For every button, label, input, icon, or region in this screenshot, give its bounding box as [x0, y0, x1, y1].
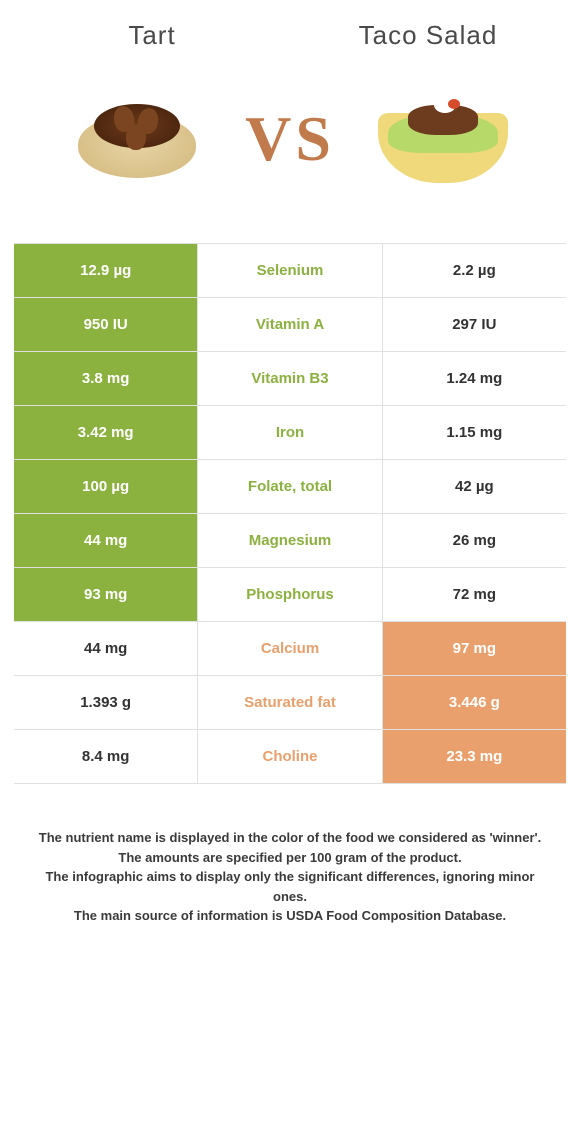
- right-value-cell: 26 mg: [383, 514, 566, 567]
- nutrient-label-cell: Choline: [198, 730, 382, 783]
- nutrient-label: Folate, total: [248, 478, 332, 495]
- right-value-cell: 1.15 mg: [383, 406, 566, 459]
- nutrient-label: Selenium: [257, 262, 324, 279]
- footer-line: The infographic aims to display only the…: [32, 867, 548, 906]
- vs-label: VS: [230, 102, 350, 176]
- right-value-cell: 72 mg: [383, 568, 566, 621]
- nutrient-label-cell: Phosphorus: [198, 568, 382, 621]
- nutrient-table: 12.9 µg Selenium 2.2 µg 950 IU Vitamin A 297 …: [14, 243, 566, 784]
- footer-line: The amounts are specified per 100 gram o…: [32, 848, 548, 868]
- left-value-cell: 44 mg: [14, 622, 198, 675]
- left-value-cell: 8.4 mg: [14, 730, 198, 783]
- nutrient-label: Iron: [276, 424, 304, 441]
- table-row: 93 mg Phosphorus 72 mg: [14, 568, 566, 622]
- table-row: 8.4 mg Choline 23.3 mg: [14, 730, 566, 784]
- footer-line: The main source of information is USDA F…: [32, 906, 548, 926]
- footer-line: The nutrient name is displayed in the co…: [32, 828, 548, 848]
- nutrient-label: Choline: [262, 748, 317, 765]
- left-value-cell: 3.42 mg: [14, 406, 198, 459]
- table-row: 3.8 mg Vitamin B3 1.24 mg: [14, 352, 566, 406]
- left-value-cell: 1.393 g: [14, 676, 198, 729]
- left-value-cell: 93 mg: [14, 568, 198, 621]
- right-value-cell: 23.3 mg: [383, 730, 566, 783]
- nutrient-label-cell: Calcium: [198, 622, 382, 675]
- nutrient-label: Saturated fat: [244, 694, 336, 711]
- right-value-cell: 42 µg: [383, 460, 566, 513]
- nutrient-label: Vitamin B3: [251, 370, 328, 387]
- table-row: 3.42 mg Iron 1.15 mg: [14, 406, 566, 460]
- nutrient-label-cell: Vitamin B3: [198, 352, 382, 405]
- table-row: 44 mg Calcium 97 mg: [14, 622, 566, 676]
- right-value-cell: 297 IU: [383, 298, 566, 351]
- nutrient-label-cell: Saturated fat: [198, 676, 382, 729]
- table-row: 100 µg Folate, total 42 µg: [14, 460, 566, 514]
- left-value-cell: 100 µg: [14, 460, 198, 513]
- left-food-image: [52, 79, 222, 199]
- taco-salad-icon: [368, 89, 518, 189]
- nutrient-label: Vitamin A: [256, 316, 324, 333]
- table-row: 12.9 µg Selenium 2.2 µg: [14, 243, 566, 298]
- table-row: 44 mg Magnesium 26 mg: [14, 514, 566, 568]
- left-value-cell: 3.8 mg: [14, 352, 198, 405]
- nutrient-label: Phosphorus: [246, 586, 334, 603]
- right-food-image: [358, 79, 528, 199]
- vs-row: VS: [14, 79, 566, 199]
- right-value-cell: 2.2 µg: [383, 244, 566, 297]
- table-row: 1.393 g Saturated fat 3.446 g: [14, 676, 566, 730]
- tart-icon: [72, 94, 202, 184]
- left-value-cell: 44 mg: [14, 514, 198, 567]
- footer-notes: The nutrient name is displayed in the co…: [14, 828, 566, 926]
- nutrient-label: Calcium: [261, 640, 319, 657]
- right-food-title: Taco Salad: [290, 20, 566, 51]
- nutrient-label-cell: Folate, total: [198, 460, 382, 513]
- nutrient-label-cell: Vitamin A: [198, 298, 382, 351]
- nutrient-label-cell: Selenium: [198, 244, 382, 297]
- nutrient-label-cell: Iron: [198, 406, 382, 459]
- nutrient-label: Magnesium: [249, 532, 332, 549]
- left-value-cell: 950 IU: [14, 298, 198, 351]
- left-value-cell: 12.9 µg: [14, 244, 198, 297]
- right-value-cell: 3.446 g: [383, 676, 566, 729]
- left-food-title: Tart: [14, 20, 290, 51]
- table-row: 950 IU Vitamin A 297 IU: [14, 298, 566, 352]
- right-value-cell: 97 mg: [383, 622, 566, 675]
- nutrient-label-cell: Magnesium: [198, 514, 382, 567]
- header-row: Tart Taco Salad: [14, 20, 566, 51]
- right-value-cell: 1.24 mg: [383, 352, 566, 405]
